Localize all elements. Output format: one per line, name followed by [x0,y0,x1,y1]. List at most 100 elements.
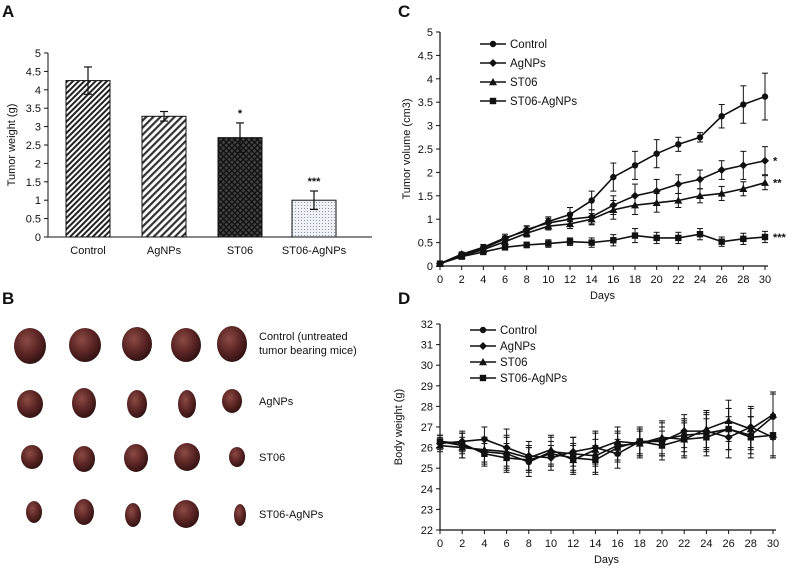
significance-label: * [238,108,243,120]
legend-label: ST06 [510,77,538,89]
legend-marker [479,342,487,350]
data-point [609,205,618,214]
x-tick-label: 24 [694,274,706,286]
tumor-row-st06-agnps: ST06-AgNPs [26,499,324,528]
data-point [761,156,769,165]
x-tick-label: 4 [480,274,486,286]
x-tick-label: 30 [767,538,779,550]
x-tick-label: AgNPs [147,245,182,257]
y-tick-label: 4.5 [26,66,41,78]
x-tick-label: 6 [504,538,510,550]
legend-marker [489,40,497,48]
x-tick-label: 2 [459,538,465,550]
y-tick-label: 23 [421,504,433,516]
tumor-row-label-line2: tumor bearing mice) [259,345,357,357]
series-st06-agnps [436,228,769,267]
y-tick-label: 31 [421,340,433,352]
x-tick-label: 12 [564,274,576,286]
y-tick-label: 4.5 [418,50,433,62]
x-tick-label: 10 [545,538,557,550]
data-point [653,150,660,157]
x-tick-label: 14 [586,274,598,286]
y-tick-label: 27 [421,422,433,434]
data-point [696,175,704,184]
data-point [652,198,661,207]
data-point [696,191,704,199]
data-point [547,450,555,457]
series-line [439,426,774,459]
x-tick-label: 8 [526,538,532,550]
tumor-image [72,388,96,418]
significance-label: ** [773,178,782,190]
data-point [703,434,710,441]
x-tick-label: 26 [722,538,734,550]
legend-label: ST06 [500,357,528,369]
x-tick-label: 2 [459,274,465,286]
series-st06-agnps [436,407,777,475]
data-point [566,219,574,228]
data-point [718,113,725,120]
x-tick-label: 6 [502,274,508,286]
data-point [717,166,726,175]
x-tick-label: 18 [634,538,646,550]
x-tick-label: 14 [589,538,601,550]
y-tick-label: 2.5 [418,144,433,156]
data-point [740,235,747,243]
x-tick-label: 22 [672,274,684,286]
y-tick-label: 0.5 [26,214,41,226]
y-tick-label: 4 [427,74,433,86]
x-tick-label: 26 [716,274,728,286]
tumor-row-control: Control (untreated tumor bearing mice) [14,326,357,364]
legend-label: Control [500,325,537,337]
data-point [592,456,599,464]
x-tick-label: 28 [737,274,749,286]
series-agnps [436,405,777,471]
tumor-image [73,446,95,472]
data-point [525,456,532,464]
tumor-row-label: ST06 [259,452,285,464]
y-axis-label: Tumor weight (g) [6,104,18,187]
data-point [761,233,769,241]
panel-b-letter: B [2,289,14,308]
x-tick-label: 30 [759,274,771,286]
data-point [747,434,754,441]
y-tick-label: 0 [35,232,41,244]
data-point [587,215,596,223]
y-tick-label: 29 [421,381,433,393]
data-point [631,232,639,239]
series-line [439,95,766,265]
tumor-row-label: Control (untreated [259,331,348,343]
bar [141,115,187,238]
data-point [675,141,682,148]
x-tick-label: ST06-AgNPs [282,245,347,257]
data-point [522,229,531,237]
data-point [761,93,769,100]
tumor-row-st06: ST06 [21,443,285,472]
y-tick-label: 32 [421,319,433,331]
data-point [653,234,660,242]
data-point [631,201,639,209]
y-tick-label: 25 [421,463,433,475]
data-point [761,178,769,186]
series-line [439,233,766,265]
panel-b-tumor-photos: Control (untreated tumor bearing mice) A… [14,326,357,528]
data-point [481,450,488,457]
significance-label: *** [773,232,787,244]
y-tick-label: 2.5 [26,140,41,152]
data-point [675,234,682,242]
panel-c-letter: C [398,2,410,21]
data-point [725,425,732,433]
tumor-image [74,499,94,525]
data-point [696,134,704,141]
data-point [739,184,748,192]
y-tick-label: 1 [35,195,41,207]
significance-label: * [773,156,778,168]
data-point [544,222,553,230]
y-tick-label: 26 [421,443,433,455]
series-line [439,428,774,461]
legend-marker [489,97,497,105]
y-tick-label: 2 [35,158,41,170]
panel-d-letter: D [398,289,410,308]
x-tick-label: 18 [629,274,641,286]
